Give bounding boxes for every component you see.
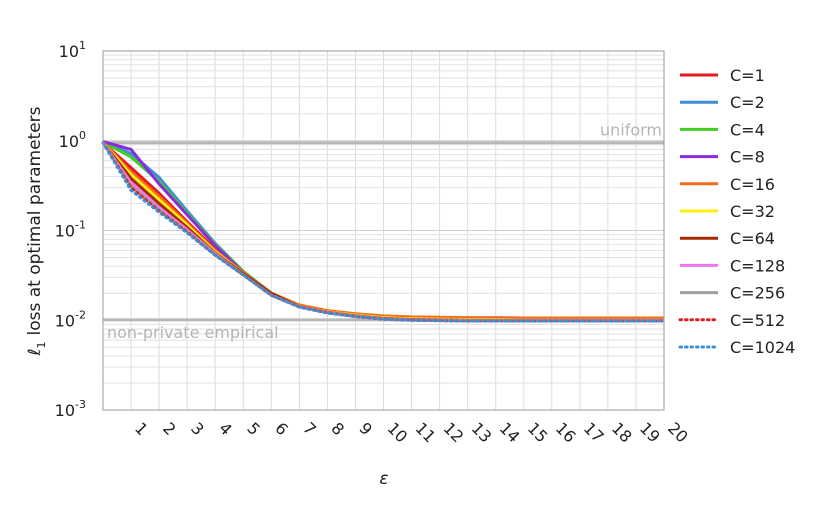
legend-label: C=256 (730, 284, 785, 303)
svg-text:ℓ1loss at optimal parameters: ℓ1 loss at optimal parameters (25, 106, 48, 356)
legend-label: C=2 (730, 93, 765, 112)
legend-item: C=512 (678, 311, 785, 330)
y-tick-label: 100 (59, 129, 86, 151)
y-axis-label-subscript: 1 (35, 342, 48, 349)
legend-label: C=64 (730, 229, 775, 248)
y-axis-label-symbol: ℓ (25, 349, 45, 357)
y-axis-label: ℓ1 loss at optimal parameters (25, 106, 48, 356)
legend-label: C=128 (730, 256, 785, 275)
reference-line-label: uniform (600, 121, 662, 140)
legend-label: C=1024 (730, 338, 795, 357)
legend-item: C=8 (680, 148, 765, 167)
legend-item: C=16 (680, 175, 775, 194)
legend-label: C=4 (730, 120, 765, 139)
x-axis-label: ε (379, 469, 388, 489)
y-tick-label: 10-2 (55, 308, 86, 330)
legend-item: C=128 (680, 256, 785, 275)
series-line (101, 141, 666, 323)
legend-label: C=8 (730, 148, 765, 167)
y-axis-label-text: loss at optimal parameters (25, 106, 45, 335)
legend-item: C=64 (680, 229, 775, 248)
legend-label: C=512 (730, 311, 785, 330)
series-lines (101, 140, 666, 323)
y-tick-labels: 10-3 10-2 10-1 100 101 (55, 39, 86, 420)
legend-item: C=4 (680, 120, 765, 139)
y-tick-label: 10-3 (55, 398, 86, 420)
legend: C=1 C=2 C=4 C=8 C=16 C=32 C=64 C=128 C=256 C=512 C… (678, 66, 795, 357)
plot-area-border (102, 50, 665, 411)
grid (102, 51, 665, 411)
legend-label: C=16 (730, 175, 775, 194)
legend-item: C=1024 (678, 338, 795, 357)
legend-label: C=1 (730, 66, 765, 85)
y-tick-label: 10-1 (55, 219, 86, 241)
y-tick-label: 101 (59, 39, 86, 61)
legend-item: C=1 (680, 66, 765, 85)
reference-line-label: non-private empirical (107, 323, 279, 342)
legend-label: C=32 (730, 202, 775, 221)
legend-item: C=2 (680, 93, 765, 112)
legend-item: C=256 (680, 284, 785, 303)
legend-item: C=32 (680, 202, 775, 221)
